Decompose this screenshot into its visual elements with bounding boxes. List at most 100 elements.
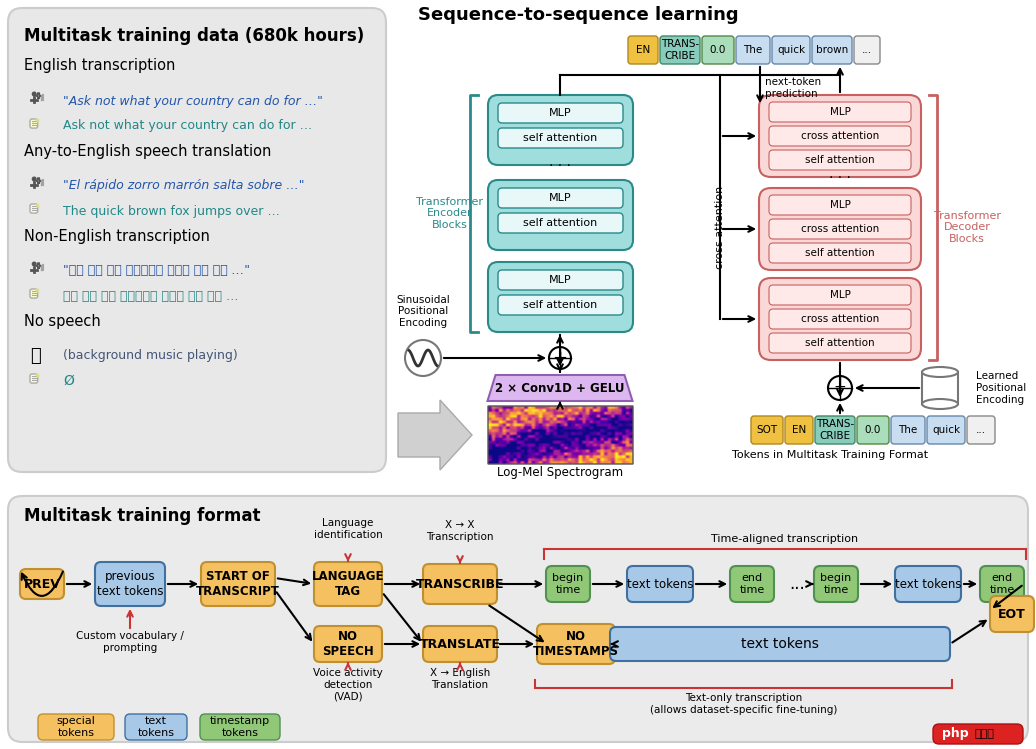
Text: Time-aligned transcription: Time-aligned transcription bbox=[712, 534, 859, 544]
Text: Voice activity
detection
(VAD): Voice activity detection (VAD) bbox=[313, 668, 383, 701]
Text: self attention: self attention bbox=[805, 338, 874, 348]
Text: text tokens: text tokens bbox=[741, 637, 818, 651]
Text: TRANSLATE: TRANSLATE bbox=[420, 637, 500, 650]
FancyBboxPatch shape bbox=[933, 724, 1023, 744]
Text: MLP: MLP bbox=[830, 290, 851, 300]
Text: end
time: end time bbox=[989, 573, 1014, 595]
FancyBboxPatch shape bbox=[769, 333, 911, 353]
FancyBboxPatch shape bbox=[30, 374, 37, 383]
FancyBboxPatch shape bbox=[751, 416, 783, 444]
FancyBboxPatch shape bbox=[498, 103, 623, 123]
Text: +: + bbox=[552, 349, 568, 367]
Text: Sinusoidal
Positional
Encoding: Sinusoidal Positional Encoding bbox=[396, 295, 450, 328]
Text: SOT: SOT bbox=[756, 425, 778, 435]
Text: MLP: MLP bbox=[549, 275, 572, 285]
Text: NO
TIMESTAMPS: NO TIMESTAMPS bbox=[533, 630, 618, 658]
Text: text tokens: text tokens bbox=[627, 577, 693, 590]
FancyBboxPatch shape bbox=[30, 119, 37, 128]
Text: PREV: PREV bbox=[24, 577, 60, 590]
Text: quick: quick bbox=[777, 45, 805, 55]
FancyBboxPatch shape bbox=[769, 195, 911, 215]
Text: Ø: Ø bbox=[63, 374, 74, 388]
FancyBboxPatch shape bbox=[95, 562, 165, 606]
FancyBboxPatch shape bbox=[30, 289, 37, 298]
FancyBboxPatch shape bbox=[498, 213, 623, 233]
Text: · · ·: · · · bbox=[549, 159, 571, 173]
FancyBboxPatch shape bbox=[498, 270, 623, 290]
FancyBboxPatch shape bbox=[759, 278, 921, 360]
Text: X → English
Translation: X → English Translation bbox=[430, 668, 490, 690]
Text: self attention: self attention bbox=[805, 155, 874, 165]
Text: Text-only transcription
(allows dataset-specific fine-tuning): Text-only transcription (allows dataset-… bbox=[650, 693, 837, 715]
FancyBboxPatch shape bbox=[980, 566, 1024, 602]
Text: Log-Mel Spectrogram: Log-Mel Spectrogram bbox=[497, 466, 623, 479]
FancyBboxPatch shape bbox=[37, 264, 40, 268]
FancyBboxPatch shape bbox=[628, 36, 658, 64]
Polygon shape bbox=[398, 400, 472, 470]
Circle shape bbox=[32, 91, 36, 97]
Text: TRANS-
CRIBE: TRANS- CRIBE bbox=[816, 419, 854, 441]
Text: EN: EN bbox=[636, 45, 651, 55]
Text: 0.0: 0.0 bbox=[710, 45, 726, 55]
Text: Ask not what your country can do for …: Ask not what your country can do for … bbox=[63, 120, 312, 133]
FancyBboxPatch shape bbox=[812, 36, 852, 64]
Text: self attention: self attention bbox=[523, 300, 598, 310]
Text: 언덕 위에 올라 내려다보면 너무나 넓고 넓은 …: 언덕 위에 올라 내려다보면 너무나 넓고 넓은 … bbox=[63, 290, 238, 303]
FancyBboxPatch shape bbox=[769, 102, 911, 122]
Text: LANGUAGE
TAG: LANGUAGE TAG bbox=[312, 570, 384, 598]
Text: timestamp
tokens: timestamp tokens bbox=[210, 716, 270, 738]
Text: cross attention: cross attention bbox=[801, 131, 880, 141]
FancyBboxPatch shape bbox=[423, 626, 497, 662]
FancyBboxPatch shape bbox=[37, 178, 40, 184]
Text: cross attention: cross attention bbox=[715, 186, 725, 269]
Text: brown: brown bbox=[816, 45, 848, 55]
Text: Non-English transcription: Non-English transcription bbox=[24, 229, 210, 244]
FancyBboxPatch shape bbox=[610, 627, 950, 661]
Circle shape bbox=[549, 347, 571, 369]
Circle shape bbox=[405, 340, 441, 376]
Text: begin
time: begin time bbox=[552, 573, 583, 595]
Text: The quick brown fox jumps over …: The quick brown fox jumps over … bbox=[63, 204, 280, 217]
FancyBboxPatch shape bbox=[488, 95, 633, 165]
FancyBboxPatch shape bbox=[759, 188, 921, 270]
FancyBboxPatch shape bbox=[488, 180, 633, 250]
Circle shape bbox=[32, 261, 36, 267]
FancyBboxPatch shape bbox=[498, 188, 623, 208]
Text: English transcription: English transcription bbox=[24, 58, 175, 73]
Polygon shape bbox=[35, 374, 37, 377]
Text: X → X
Transcription: X → X Transcription bbox=[426, 521, 494, 542]
FancyBboxPatch shape bbox=[769, 126, 911, 146]
Text: TRANS-
CRIBE: TRANS- CRIBE bbox=[661, 39, 699, 61]
Text: "El rápido zorro marrón salta sobre …": "El rápido zorro marrón salta sobre …" bbox=[63, 180, 305, 192]
FancyBboxPatch shape bbox=[498, 295, 623, 315]
Text: "Ask not what your country can do for …": "Ask not what your country can do for …" bbox=[63, 94, 323, 108]
Text: Custom vocabulary /
prompting: Custom vocabulary / prompting bbox=[76, 631, 184, 652]
FancyBboxPatch shape bbox=[857, 416, 889, 444]
FancyBboxPatch shape bbox=[927, 416, 965, 444]
Text: The: The bbox=[744, 45, 762, 55]
Text: ...: ... bbox=[862, 45, 872, 55]
Text: MLP: MLP bbox=[830, 107, 851, 117]
Polygon shape bbox=[35, 204, 37, 207]
FancyBboxPatch shape bbox=[990, 596, 1034, 632]
Ellipse shape bbox=[922, 367, 958, 377]
FancyBboxPatch shape bbox=[537, 624, 615, 664]
FancyBboxPatch shape bbox=[769, 309, 911, 329]
Text: NO
SPEECH: NO SPEECH bbox=[322, 630, 374, 658]
FancyBboxPatch shape bbox=[815, 416, 855, 444]
Text: Multitask training format: Multitask training format bbox=[24, 507, 260, 525]
FancyBboxPatch shape bbox=[967, 416, 995, 444]
FancyBboxPatch shape bbox=[627, 566, 693, 602]
Text: ...: ... bbox=[976, 425, 986, 435]
Text: text tokens: text tokens bbox=[895, 577, 961, 590]
FancyBboxPatch shape bbox=[37, 94, 40, 98]
FancyBboxPatch shape bbox=[423, 564, 497, 604]
FancyBboxPatch shape bbox=[854, 36, 880, 64]
FancyBboxPatch shape bbox=[736, 36, 770, 64]
FancyBboxPatch shape bbox=[769, 150, 911, 170]
Text: self attention: self attention bbox=[523, 133, 598, 143]
Text: MLP: MLP bbox=[549, 108, 572, 118]
FancyBboxPatch shape bbox=[772, 36, 810, 64]
Polygon shape bbox=[35, 289, 37, 292]
Text: TRANSCRIBE: TRANSCRIBE bbox=[415, 577, 505, 590]
